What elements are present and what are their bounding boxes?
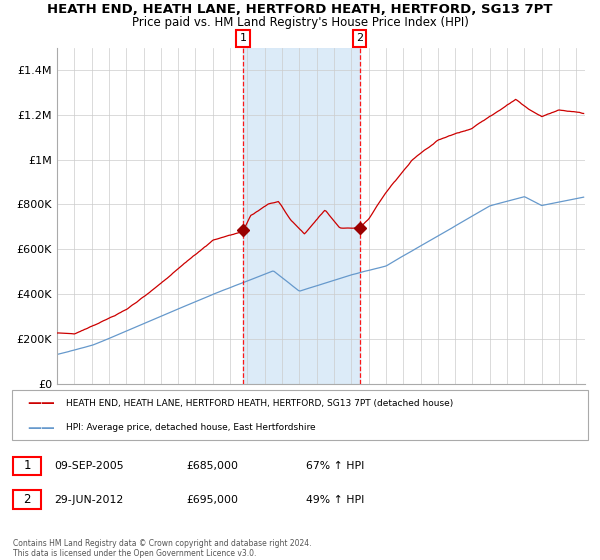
Text: ——: —— bbox=[27, 421, 55, 435]
Text: HPI: Average price, detached house, East Hertfordshire: HPI: Average price, detached house, East… bbox=[66, 423, 316, 432]
Text: 1: 1 bbox=[23, 459, 31, 473]
Text: 29-JUN-2012: 29-JUN-2012 bbox=[54, 494, 123, 505]
Text: 09-SEP-2005: 09-SEP-2005 bbox=[54, 461, 124, 471]
Text: 1: 1 bbox=[239, 34, 247, 44]
Bar bbox=[243, 48, 360, 384]
Text: 2: 2 bbox=[356, 34, 364, 44]
Text: HEATH END, HEATH LANE, HERTFORD HEATH, HERTFORD, SG13 7PT (detached house): HEATH END, HEATH LANE, HERTFORD HEATH, H… bbox=[66, 399, 453, 408]
Text: ——: —— bbox=[27, 396, 55, 410]
Text: 49% ↑ HPI: 49% ↑ HPI bbox=[306, 494, 364, 505]
Text: 2: 2 bbox=[23, 493, 31, 506]
Text: £695,000: £695,000 bbox=[186, 494, 238, 505]
Text: 67% ↑ HPI: 67% ↑ HPI bbox=[306, 461, 364, 471]
Text: £685,000: £685,000 bbox=[186, 461, 238, 471]
Text: Contains HM Land Registry data © Crown copyright and database right 2024.
This d: Contains HM Land Registry data © Crown c… bbox=[13, 539, 312, 558]
Text: HEATH END, HEATH LANE, HERTFORD HEATH, HERTFORD, SG13 7PT: HEATH END, HEATH LANE, HERTFORD HEATH, H… bbox=[47, 3, 553, 16]
Text: Price paid vs. HM Land Registry's House Price Index (HPI): Price paid vs. HM Land Registry's House … bbox=[131, 16, 469, 29]
